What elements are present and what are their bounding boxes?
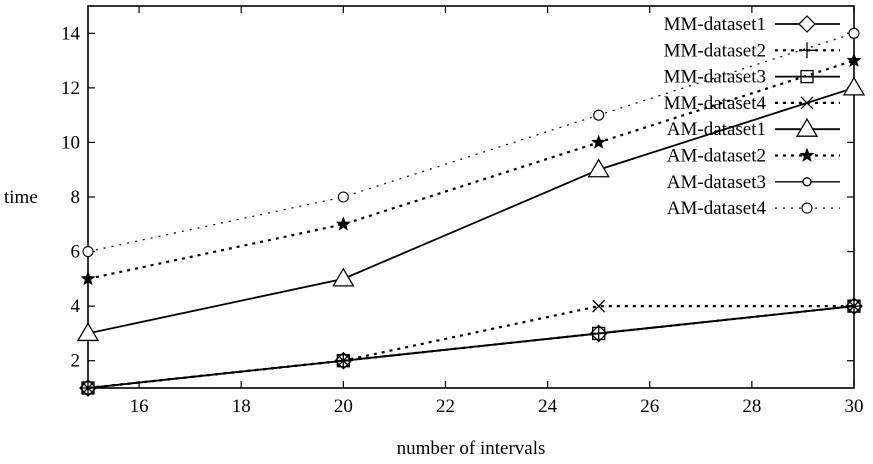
series-AM-dataset4 xyxy=(82,27,860,258)
x-tick-label-30: 30 xyxy=(845,396,864,417)
series-MM-dataset3 xyxy=(81,299,861,395)
point-AM-dataset1-1 xyxy=(332,267,355,287)
legend-marker-AM-dataset4 xyxy=(801,202,813,214)
point-AM-dataset2-0 xyxy=(80,271,96,286)
series-layer xyxy=(76,27,866,397)
legend-entry-MM-dataset3: MM-dataset3 xyxy=(664,67,840,88)
legend-label-MM-dataset2: MM-dataset2 xyxy=(664,40,766,61)
y-tick-label-10: 10 xyxy=(61,132,80,153)
series-line-AM-dataset1 xyxy=(87,87,855,335)
x-tick-label-18: 18 xyxy=(232,396,251,417)
y-tick-label-14: 14 xyxy=(61,23,81,44)
legend-entry-AM-dataset2: AM-dataset2 xyxy=(667,146,840,167)
point-MM-dataset3-0 xyxy=(81,381,95,395)
legend-marker-AM-dataset1 xyxy=(795,117,819,137)
point-MM-dataset4-3 xyxy=(847,299,861,313)
x-tick-label-26: 26 xyxy=(640,396,659,417)
legend-entry-AM-dataset3: AM-dataset3 xyxy=(667,172,840,193)
point-AM-dataset4-1 xyxy=(337,191,349,203)
legend-entry-AM-dataset4: AM-dataset4 xyxy=(667,198,840,219)
legend-label-AM-dataset3: AM-dataset3 xyxy=(667,172,766,193)
legend-marker-MM-dataset4 xyxy=(800,96,814,110)
point-AM-dataset2-3 xyxy=(846,52,862,67)
y-tick-label-8: 8 xyxy=(71,187,81,208)
y-tick-label-4: 4 xyxy=(71,296,81,317)
point-MM-dataset3-3 xyxy=(847,299,861,313)
y-axis-label: time xyxy=(4,187,38,208)
plot-border xyxy=(87,5,855,389)
legend-marker-AM-dataset3 xyxy=(802,177,812,187)
series-MM-dataset4 xyxy=(81,299,861,395)
series-line-MM-dataset4 xyxy=(87,305,854,390)
legend-label-MM-dataset1: MM-dataset1 xyxy=(664,14,766,35)
point-MM-dataset3-2 xyxy=(592,326,606,341)
point-MM-dataset4-2 xyxy=(592,299,606,313)
point-MM-dataset4-1 xyxy=(336,354,350,368)
x-tick-label-16: 16 xyxy=(130,396,149,417)
legend-marker-MM-dataset1 xyxy=(798,15,816,33)
point-AM-dataset1-0 xyxy=(76,322,100,342)
legend-entry-MM-dataset1: MM-dataset1 xyxy=(664,14,840,35)
x-tick-label-22: 22 xyxy=(436,396,455,417)
series-line-AM-dataset2 xyxy=(87,59,855,280)
legend-entry-AM-dataset1: AM-dataset1 xyxy=(667,117,840,140)
x-tick-label-24: 24 xyxy=(538,396,558,417)
x-tick-label-20: 20 xyxy=(334,396,353,417)
legend-label-MM-dataset3: MM-dataset3 xyxy=(664,67,766,88)
point-AM-dataset4-3 xyxy=(848,27,860,39)
plot-frame xyxy=(87,5,855,389)
series-AM-dataset1 xyxy=(76,76,866,342)
legend-marker-AM-dataset2 xyxy=(799,147,815,162)
point-AM-dataset2-2 xyxy=(591,134,607,149)
point-MM-dataset4-0 xyxy=(81,381,95,395)
legend: MM-dataset1 MM-dataset2 MM-dataset3 MM-data… xyxy=(664,14,840,219)
point-AM-dataset1-3 xyxy=(842,76,866,96)
series-AM-dataset2 xyxy=(80,52,862,286)
legend-marker-MM-dataset2 xyxy=(799,42,815,59)
y-tick-label-6: 6 xyxy=(71,242,81,263)
point-AM-dataset4-0 xyxy=(82,246,94,258)
legend-label-AM-dataset4: AM-dataset4 xyxy=(667,198,767,219)
y-tick-label-2: 2 xyxy=(71,351,81,372)
x-axis-label: number of intervals xyxy=(397,438,546,459)
x-tick-label-28: 28 xyxy=(742,396,761,417)
point-AM-dataset2-1 xyxy=(335,216,351,231)
point-AM-dataset1-2 xyxy=(587,158,610,178)
series-line-MM-dataset3 xyxy=(87,305,855,389)
point-AM-dataset4-2 xyxy=(593,109,605,121)
legend-label-AM-dataset1: AM-dataset1 xyxy=(667,119,766,140)
legend-marker-MM-dataset3 xyxy=(800,69,814,84)
y-tick-label-12: 12 xyxy=(61,78,80,99)
legend-label-MM-dataset4: MM-dataset4 xyxy=(664,93,767,114)
legend-label-AM-dataset2: AM-dataset2 xyxy=(667,146,766,167)
legend-entry-MM-dataset2: MM-dataset2 xyxy=(664,40,840,61)
legend-entry-MM-dataset4: MM-dataset4 xyxy=(664,93,840,114)
